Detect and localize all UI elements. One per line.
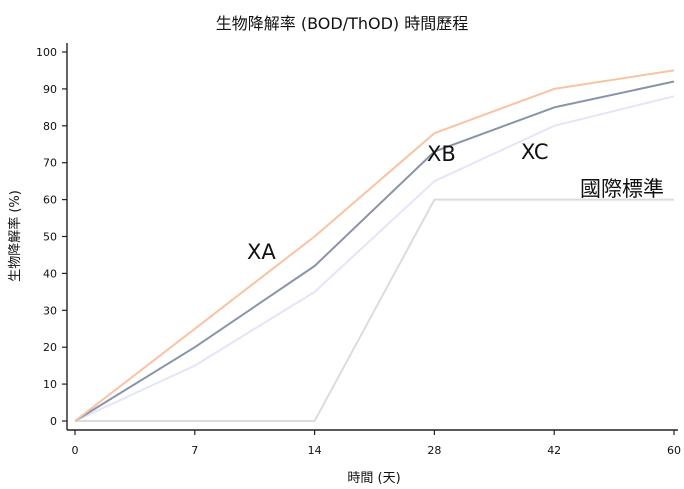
y-tick-label: 0 (50, 415, 57, 428)
y-tick-label: 20 (43, 341, 57, 354)
x-tick-label: 14 (308, 444, 322, 457)
y-tick-label: 40 (43, 267, 57, 280)
x-tick-label: 42 (547, 444, 561, 457)
y-axis: 0 10 20 30 40 50 60 70 80 90 100 (36, 46, 67, 428)
y-tick-label: 50 (43, 231, 57, 244)
y-tick-label: 100 (36, 46, 57, 59)
series-line-0 (74, 69, 675, 422)
series-label-2: XC (521, 140, 549, 164)
y-axis-label: 生物降解率 (%) (7, 190, 23, 282)
y-tick-label: 90 (43, 83, 57, 96)
series-label-3: 國際標準 (580, 177, 664, 201)
series-label-0: XA (247, 240, 276, 264)
chart-title: 生物降解率 (BOD/ThOD) 時間歷程 (216, 14, 469, 33)
y-tick-label: 30 (43, 304, 57, 317)
y-tick-label: 60 (43, 194, 57, 207)
y-tick-label: 70 (43, 157, 57, 170)
x-tick-label: 28 (427, 444, 441, 457)
series-label-1: XB (427, 142, 456, 166)
x-axis-label: 時間 (天) (347, 471, 400, 486)
plot-area (74, 69, 675, 422)
x-tick-label: 0 (72, 444, 79, 457)
x-axis: 0 7 14 28 42 60 (72, 430, 681, 457)
y-tick-label: 80 (43, 120, 57, 133)
x-tick-label: 7 (191, 444, 198, 457)
series-line-1 (74, 80, 675, 422)
series-labels: XA XB XC 國際標準 (247, 140, 664, 264)
series-line-2 (74, 95, 675, 422)
x-tick-label: 60 (667, 444, 681, 457)
y-tick-label: 10 (43, 378, 57, 391)
series-line-3 (75, 198, 674, 422)
